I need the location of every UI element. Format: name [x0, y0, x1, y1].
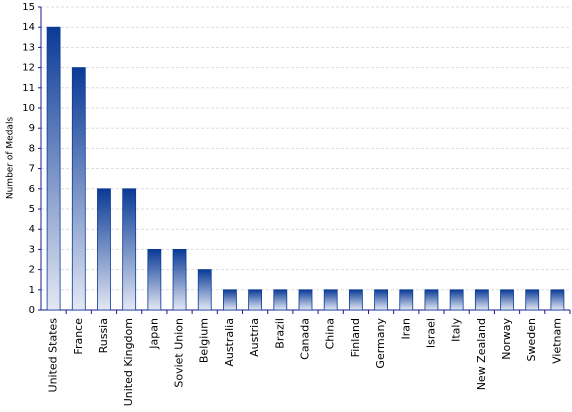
bar [298, 289, 313, 311]
bar [474, 289, 489, 311]
bar [197, 269, 212, 311]
x-tick-label: Belgium [198, 318, 211, 363]
y-tick-label: 5 [29, 204, 35, 215]
bar [500, 289, 514, 311]
x-tick-label: Russia [97, 318, 110, 353]
x-tick-label: United Kingdom [122, 318, 135, 406]
x-tick-label: United States [47, 318, 60, 393]
y-axis-label: Number of Medals [6, 117, 16, 200]
x-tick-label: New Zealand [475, 318, 488, 390]
bar [525, 289, 540, 311]
bar [374, 289, 388, 311]
x-tick-label: Iran [399, 318, 412, 340]
y-tick-label: 14 [22, 22, 35, 33]
bar [147, 248, 162, 311]
bar [223, 289, 237, 311]
x-tick-label: Israel [424, 318, 437, 348]
x-tick-label: Brazil [273, 318, 286, 349]
bar [323, 289, 338, 311]
x-tick-label: Japan [147, 318, 160, 350]
bar [248, 289, 263, 311]
x-tick-label: Australia [223, 318, 236, 367]
bar [348, 289, 363, 311]
bar [449, 289, 464, 311]
x-tick-label: Canada [299, 318, 312, 360]
x-tick-label: China [324, 318, 337, 349]
y-tick-label: 11 [22, 83, 35, 94]
y-tick-label: 3 [29, 244, 35, 255]
bar [97, 188, 111, 311]
bar [172, 248, 187, 311]
y-tick-label: 2 [29, 265, 35, 276]
bar [424, 289, 439, 311]
bar [550, 289, 565, 311]
x-tick-label: Norway [500, 318, 513, 360]
x-tick-label: Vietnam [550, 318, 563, 364]
y-tick-label: 15 [22, 2, 35, 13]
bar [273, 289, 288, 311]
y-tick-label: 4 [29, 224, 35, 235]
y-tick-label: 12 [22, 63, 35, 74]
y-tick-label: 1 [29, 285, 35, 296]
y-tick-label: 9 [29, 123, 35, 134]
bar [71, 67, 86, 311]
bar [122, 188, 137, 311]
x-tick-label: Finland [349, 318, 362, 357]
x-tick-label: Italy [450, 318, 463, 342]
bar [399, 289, 414, 311]
y-tick-label: 0 [29, 305, 35, 316]
y-tick-label: 8 [29, 143, 35, 154]
x-tick-label: Germany [374, 318, 387, 369]
x-tick-label: Austria [248, 318, 261, 357]
x-tick-label: France [72, 318, 85, 355]
y-tick-label: 7 [29, 164, 35, 175]
y-tick-label: 13 [22, 42, 35, 53]
x-tick-label: Soviet Union [173, 318, 186, 388]
y-tick-label: 10 [22, 103, 35, 114]
bar [46, 26, 61, 311]
y-tick-label: 6 [29, 184, 35, 195]
x-tick-label: Sweden [525, 318, 538, 361]
